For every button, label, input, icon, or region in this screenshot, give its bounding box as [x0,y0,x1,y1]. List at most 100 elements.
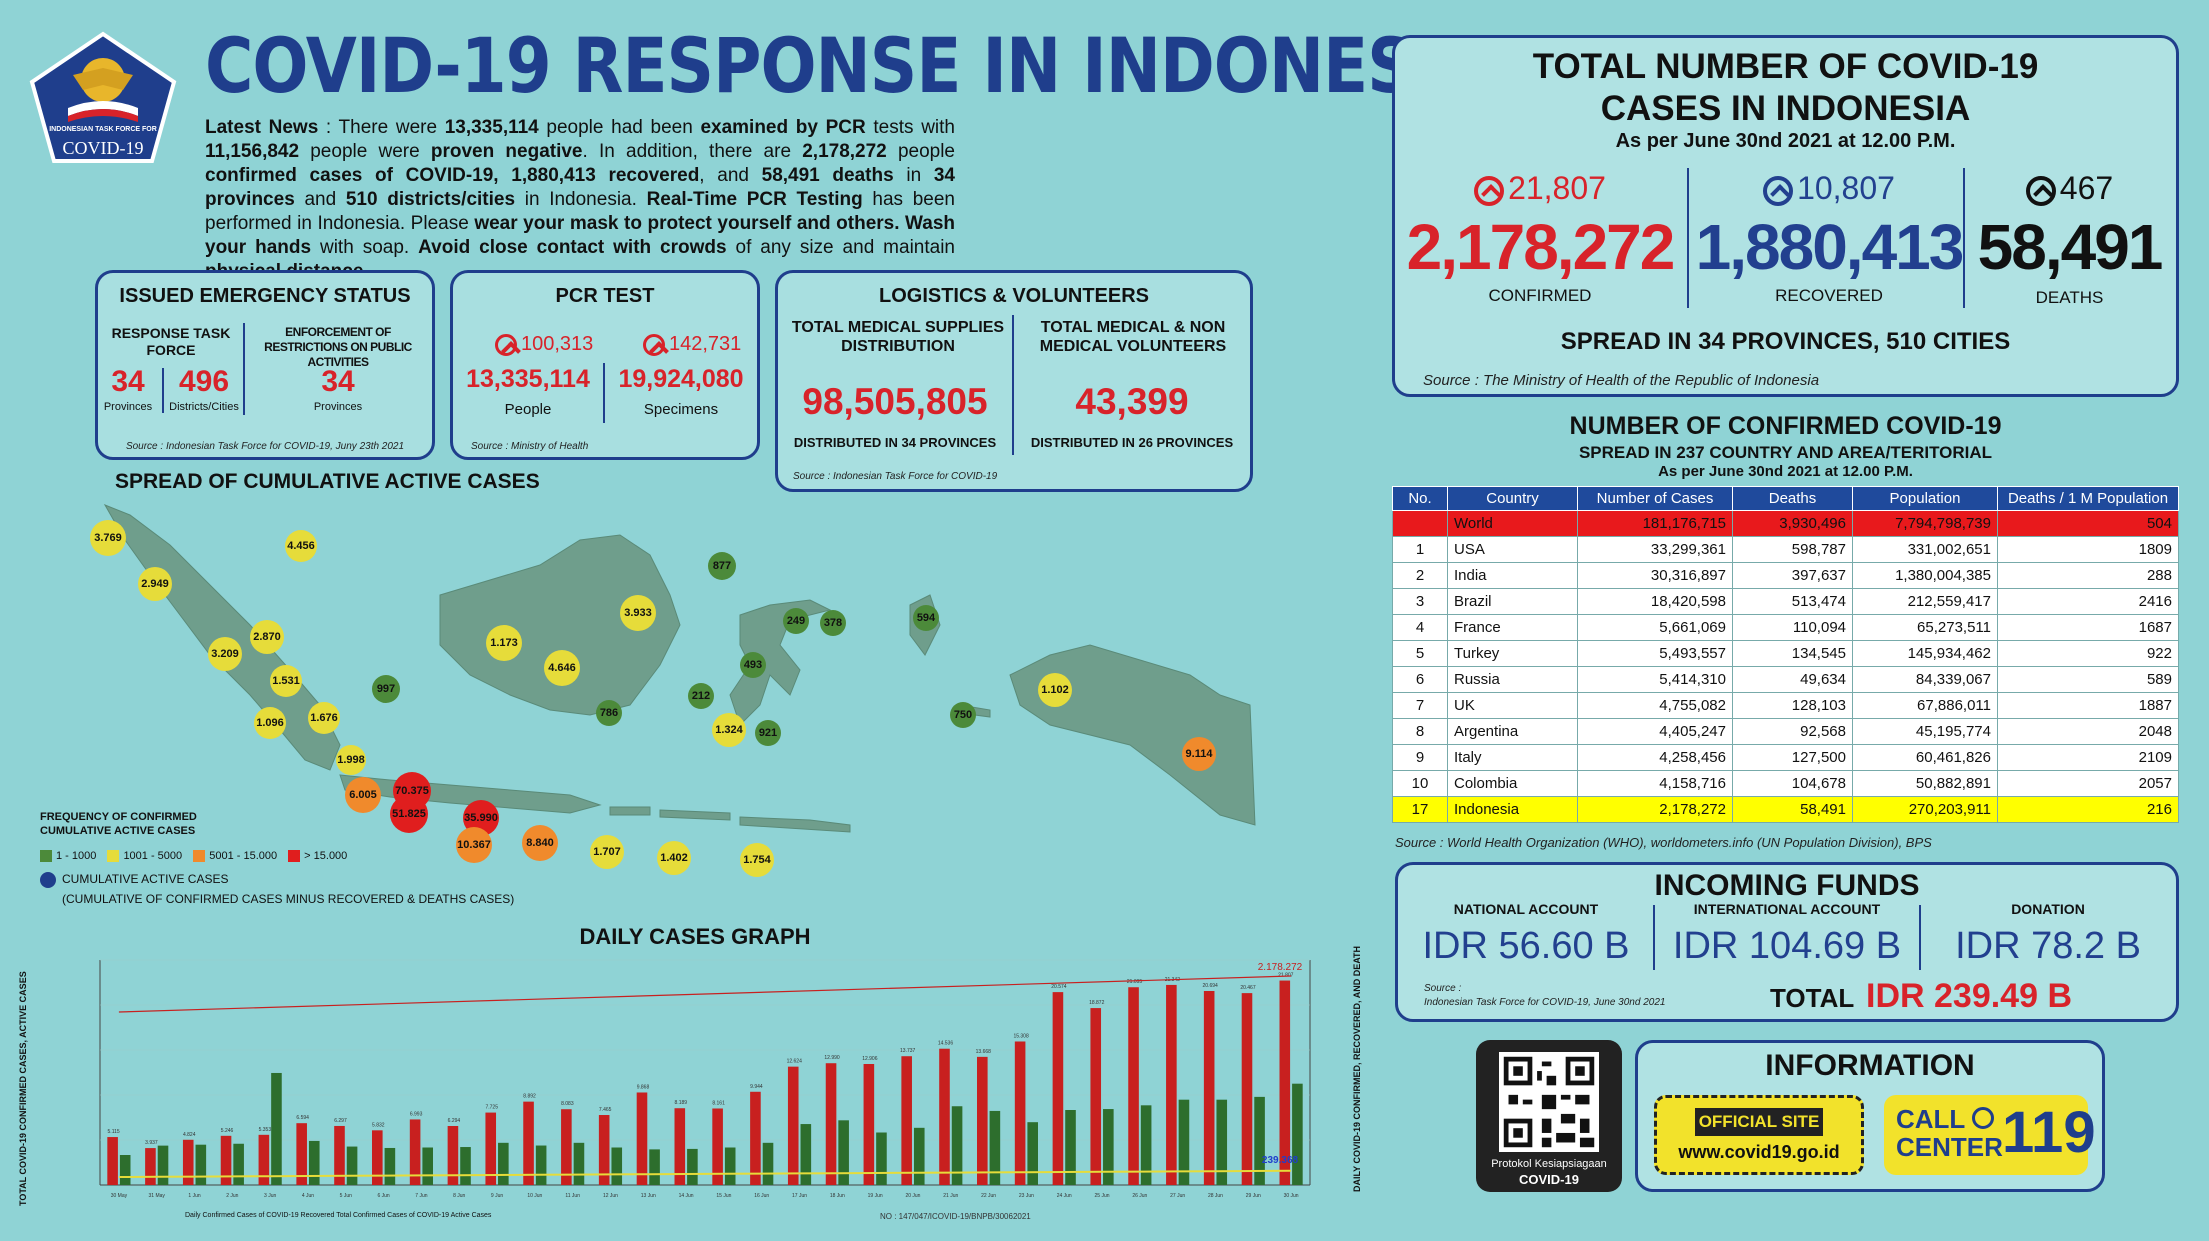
map-dot: 997 [372,675,400,703]
recovered-bar [1216,1099,1228,1185]
map-dot: 249 [783,608,809,634]
confirmed-bar [787,1066,799,1185]
confirmed-bar [674,1108,686,1185]
totals-title-2: CASES IN INDONESIA [1600,89,1971,128]
table-row: 1 USA 33,299,361 598,787 331,002,651 1809 [1392,536,2179,563]
map-dot: 594 [913,605,939,631]
table-cell: Turkey [1447,640,1578,667]
pcr-people-increase: 100,313 [521,333,594,355]
table-cell: 92,568 [1732,718,1853,745]
bar-label: 14.536 [938,1041,954,1047]
bar-label: 20.694 [1203,983,1219,989]
table-cell: 5,493,557 [1577,640,1733,667]
table-cell: 1809 [1997,536,2179,563]
table-cell: 4,258,456 [1577,744,1733,771]
map-dot: 51.825 [390,795,428,833]
total-cases-panel: TOTAL NUMBER OF COVID-19 CASES IN INDONE… [1392,35,2179,397]
table-cell: 270,203,911 [1852,796,1998,823]
recovered-bar [1178,1099,1190,1185]
funds-title: INCOMING FUNDS [1654,869,1920,902]
x-tick-label: 7 Jun [415,1193,427,1199]
confirmed-bar [1241,993,1253,1185]
bar-label: 7.465 [599,1107,612,1113]
pcr-test-panel: PCR TEST 100,313 142,731 13,335,114 19,9… [450,270,760,460]
indonesia-map-icon [103,504,1256,833]
confirmed-bar [939,1048,950,1185]
map-dot: 4.456 [285,530,317,562]
pcr-title: PCR TEST [555,285,655,307]
logo-big-text: COVID-19 [62,138,144,158]
bar-label: 13.737 [900,1048,916,1054]
bar-label: 12.990 [824,1055,840,1061]
map-dot: 2.870 [250,620,284,654]
map-dot: 1.531 [270,665,302,697]
confirmed-increase: 21,807 [1508,170,1606,206]
table-cell: 9 [1392,744,1448,771]
bar-label: 8.892 [523,1094,536,1100]
increase-arrow-icon [1763,175,1794,206]
volunteers-value: 43,399 [1075,381,1189,422]
recovered-bar [800,1124,812,1185]
map-dot: 750 [950,702,976,728]
recovered-bar [913,1127,925,1185]
increase-arrow-icon [1474,175,1505,206]
table-cell: 110,094 [1732,614,1853,641]
table-cell: 30,316,897 [1577,562,1733,589]
bar-label: 13.668 [976,1049,992,1055]
map-dot: 877 [708,552,736,580]
table-cell: 212,559,417 [1852,588,1998,615]
restriction-provinces-value: 34 [321,365,355,398]
funds-source: Indonesian Task Force for COVID-19, June… [1424,997,1666,1008]
response-task-force-label: RESPONSE TASK FORCE [111,325,231,358]
totals-source: Source : The Ministry of Health of the R… [1423,372,1820,389]
x-tick-label: 2 Jun [226,1193,238,1199]
map-dot: 1.324 [712,713,746,747]
confirmed-bar [561,1109,572,1185]
x-tick-label: 5 Jun [340,1193,352,1199]
x-tick-label: 26 Jun [1132,1193,1147,1199]
recovered-bar [876,1132,887,1185]
table-cell: 45,195,774 [1852,718,1998,745]
table-cell: Italy [1447,744,1578,771]
indonesia-row: 17 Indonesia 2,178,272 58,491 270,203,911 216 [1392,796,2179,823]
map-dot: 1.402 [657,841,691,875]
recovered-bar [1103,1109,1114,1185]
x-tick-label: 22 Jun [981,1193,996,1199]
bar-label: 8.189 [675,1100,688,1106]
bar-label: 21.095 [1127,979,1143,985]
document-number: NO : 147/047/ICOVID-19/BNPB/30062021 [880,1212,1031,1221]
qr-card[interactable]: Protokol Kesiapsiagaan COVID-19 [1476,1040,1622,1192]
table-cell: Argentina [1447,718,1578,745]
table-cell: 216 [1997,796,2179,823]
confirmed-bar [145,1148,156,1185]
pcr-source: Source : Ministry of Health [471,441,589,452]
total-confirmed-label: 2.178.272 [1258,962,1303,973]
bar-label: 20.574 [1051,984,1067,990]
task-force-logo: INDONESIAN TASK FORCE FOR COVID-19 [28,30,178,165]
table-cell: 58,491 [1732,796,1853,823]
national-account-value: IDR 56.60 B [1422,925,1630,967]
table-cell: 331,002,651 [1852,536,1998,563]
official-site-link[interactable]: OFFICIAL SITE www.covid19.go.id [1654,1095,1864,1175]
map-dot: 1.102 [1038,673,1072,707]
x-tick-label: 12 Jun [603,1193,618,1199]
call-center-button[interactable]: CALL CENTER 119 [1884,1095,2096,1175]
x-tick-label: 30 May [111,1193,128,1199]
recovered-bar [1292,1083,1303,1185]
bar-label: 6.594 [296,1115,309,1121]
world-asper: As per June 30nd 2021 at 12.00 P.M. [1658,463,1913,480]
map-dot: 1.998 [336,745,366,775]
table-row: 10 Colombia 4,158,716 104,678 50,882,891 2057 [1392,770,2179,797]
bar-label: 18.872 [1089,1000,1105,1006]
table-cell: 3 [1392,588,1448,615]
table-cell: 598,787 [1732,536,1853,563]
table-cell: 3,930,496 [1732,510,1853,537]
x-tick-label: 9 Jun [491,1193,503,1199]
recovered-bar [308,1140,320,1185]
table-cell [1392,510,1448,537]
active-cases-line [118,1169,1292,1178]
table-cell: 60,461,826 [1852,744,1998,771]
x-tick-label: 11 Jun [565,1193,580,1199]
bar-label: 9.868 [637,1084,650,1090]
x-tick-label: 19 Jun [868,1193,883,1199]
